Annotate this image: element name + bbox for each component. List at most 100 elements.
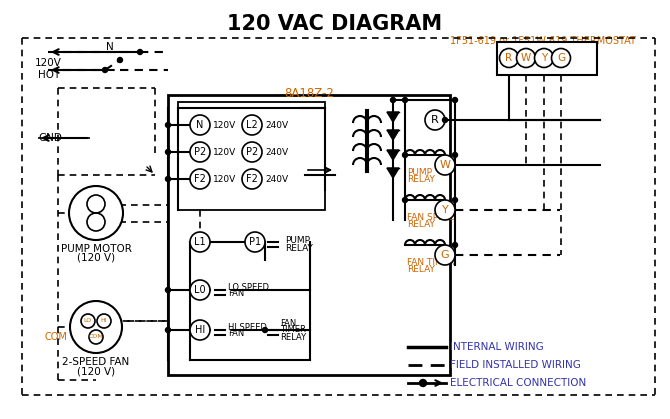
Circle shape [435, 245, 455, 265]
Text: W: W [521, 53, 531, 63]
Circle shape [190, 320, 210, 340]
Circle shape [117, 57, 123, 62]
Text: GND: GND [38, 133, 62, 143]
Circle shape [165, 287, 170, 292]
Text: Y: Y [541, 53, 547, 63]
Text: HI: HI [195, 325, 205, 335]
Text: FAN: FAN [228, 290, 245, 298]
Circle shape [242, 115, 262, 135]
Text: F2: F2 [194, 174, 206, 184]
Text: 120V: 120V [35, 58, 62, 68]
Text: 120 VAC DIAGRAM: 120 VAC DIAGRAM [227, 14, 443, 34]
Circle shape [190, 142, 210, 162]
Text: N: N [106, 42, 114, 52]
Polygon shape [387, 130, 399, 140]
Circle shape [419, 380, 427, 386]
Circle shape [245, 232, 265, 252]
Circle shape [391, 98, 395, 103]
Circle shape [425, 110, 445, 130]
Circle shape [403, 98, 407, 103]
Text: 8A18Z-2: 8A18Z-2 [284, 87, 334, 100]
Circle shape [242, 142, 262, 162]
Text: Y: Y [442, 205, 448, 215]
Text: PUMP: PUMP [407, 168, 432, 177]
Text: COM: COM [88, 334, 103, 339]
Circle shape [165, 150, 170, 155]
Bar [178, 102, 325, 210]
Circle shape [403, 153, 407, 158]
Text: (120 V): (120 V) [77, 253, 115, 263]
Text: HI SPEED: HI SPEED [228, 323, 267, 331]
Circle shape [452, 243, 458, 248]
Text: RELAY: RELAY [407, 220, 435, 229]
Text: COM: COM [44, 332, 67, 342]
Text: RELAY: RELAY [280, 333, 306, 341]
Text: RELAY: RELAY [285, 243, 313, 253]
Text: FIELD INSTALLED WIRING: FIELD INSTALLED WIRING [450, 360, 581, 370]
Circle shape [190, 232, 210, 252]
Text: HOT: HOT [38, 70, 60, 80]
Text: P2: P2 [194, 147, 206, 157]
Text: P2: P2 [246, 147, 258, 157]
Text: 2-SPEED FAN: 2-SPEED FAN [62, 357, 129, 367]
Text: 1F51-619 or 1F51W-619 THERMOSTAT: 1F51-619 or 1F51W-619 THERMOSTAT [450, 36, 636, 46]
Circle shape [242, 169, 262, 189]
Text: LO: LO [84, 318, 92, 323]
Text: G: G [557, 53, 565, 63]
Circle shape [69, 186, 123, 240]
Circle shape [190, 115, 210, 135]
Circle shape [452, 197, 458, 202]
Bar [497, 42, 597, 75]
Polygon shape [387, 168, 399, 178]
Circle shape [535, 49, 553, 67]
Circle shape [165, 122, 170, 127]
Circle shape [137, 49, 143, 54]
Circle shape [435, 155, 455, 175]
Circle shape [517, 49, 535, 67]
Text: LO SPEED: LO SPEED [228, 282, 269, 292]
Text: W: W [440, 160, 450, 170]
Text: 240V: 240V [265, 121, 288, 129]
Text: FAN SPEED: FAN SPEED [407, 213, 456, 222]
Circle shape [442, 117, 448, 122]
Text: INTERNAL WIRING: INTERNAL WIRING [450, 342, 544, 352]
Circle shape [500, 49, 519, 67]
Text: RELAY: RELAY [407, 175, 435, 184]
Text: FAN: FAN [228, 329, 245, 339]
Circle shape [190, 169, 210, 189]
Text: R: R [431, 115, 439, 125]
Circle shape [103, 67, 107, 72]
Text: P1: P1 [249, 237, 261, 247]
Polygon shape [387, 150, 399, 160]
Bar [168, 95, 450, 375]
Text: TIMER: TIMER [280, 326, 306, 334]
Text: 120V: 120V [213, 121, 237, 129]
Circle shape [165, 328, 170, 333]
Text: 240V: 240V [265, 174, 288, 184]
Text: L1: L1 [194, 237, 206, 247]
Circle shape [452, 98, 458, 103]
Circle shape [263, 328, 267, 333]
Circle shape [403, 197, 407, 202]
Text: G: G [441, 250, 450, 260]
Circle shape [165, 176, 170, 181]
Text: PUMP MOTOR: PUMP MOTOR [60, 244, 131, 254]
Text: ELECTRICAL CONNECTION: ELECTRICAL CONNECTION [450, 378, 586, 388]
Text: RELAY: RELAY [407, 265, 435, 274]
Text: FAN TIMER: FAN TIMER [407, 258, 455, 267]
Text: L2: L2 [246, 120, 258, 130]
Circle shape [190, 280, 210, 300]
Circle shape [452, 153, 458, 158]
Circle shape [551, 49, 570, 67]
Text: L0: L0 [194, 285, 206, 295]
Text: PUMP: PUMP [285, 235, 310, 245]
Text: HI: HI [100, 318, 107, 323]
Text: 120V: 120V [213, 174, 237, 184]
Text: (120 V): (120 V) [77, 366, 115, 376]
Circle shape [70, 301, 122, 353]
Text: 120V: 120V [213, 147, 237, 157]
Text: F2: F2 [246, 174, 258, 184]
Circle shape [435, 200, 455, 220]
Text: N: N [196, 120, 204, 130]
Polygon shape [387, 112, 399, 122]
